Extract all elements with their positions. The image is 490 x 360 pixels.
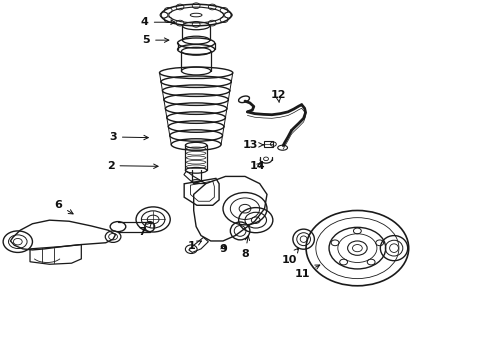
Text: 9: 9 [219, 244, 227, 254]
Text: 2: 2 [107, 161, 158, 171]
Text: 6: 6 [54, 200, 73, 214]
Text: 13: 13 [242, 140, 264, 150]
Text: 8: 8 [241, 236, 249, 258]
Text: 3: 3 [109, 132, 148, 142]
Text: 10: 10 [281, 248, 299, 265]
Text: 4: 4 [141, 17, 175, 27]
Text: 7: 7 [139, 223, 151, 237]
Text: 11: 11 [295, 265, 320, 279]
Text: 12: 12 [270, 90, 286, 103]
Text: 1: 1 [187, 241, 201, 251]
Text: 5: 5 [143, 35, 169, 45]
Text: 14: 14 [250, 161, 266, 171]
